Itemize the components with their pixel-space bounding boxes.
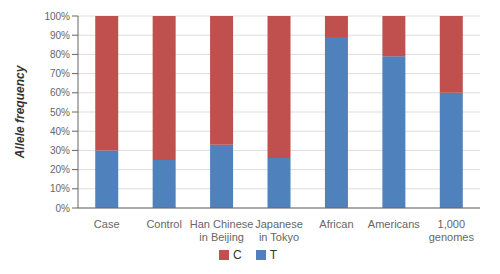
svg-text:Han Chinesein Beijing: Han Chinesein Beijing (190, 218, 254, 243)
svg-text:30%: 30% (50, 145, 70, 156)
svg-text:20%: 20% (50, 164, 70, 175)
svg-text:0%: 0% (56, 203, 71, 214)
svg-text:60%: 60% (50, 87, 70, 98)
svg-text:100%: 100% (44, 11, 70, 22)
svg-text:70%: 70% (50, 68, 70, 79)
svg-text:40%: 40% (50, 126, 70, 137)
svg-text:African: African (319, 218, 353, 230)
svg-text:80%: 80% (50, 49, 70, 60)
svg-text:Case: Case (94, 218, 120, 230)
svg-text:Americans: Americans (368, 218, 420, 230)
svg-text:Japanesein Tokyo: Japanesein Tokyo (255, 218, 303, 243)
svg-text:Allele frequency: Allele frequency (13, 64, 27, 159)
svg-text:50%: 50% (50, 107, 70, 118)
svg-text:1,000genomes: 1,000genomes (429, 218, 475, 243)
svg-text:Control: Control (146, 218, 181, 230)
svg-text:10%: 10% (50, 183, 70, 194)
html-text:T: T (269, 248, 277, 262)
svg-text:90%: 90% (50, 30, 70, 41)
html-text:C: C (233, 248, 242, 262)
